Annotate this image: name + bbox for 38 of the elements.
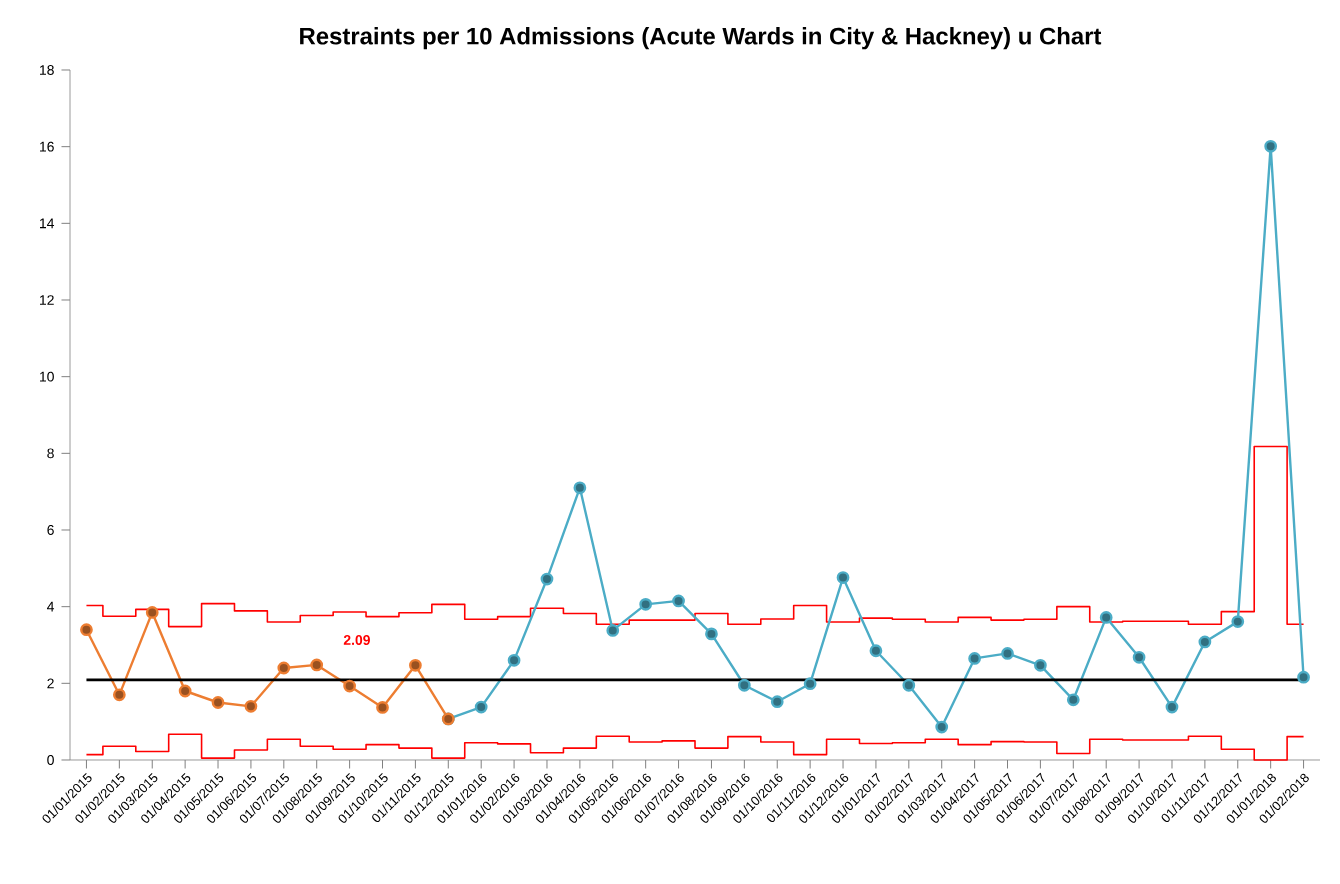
- point: [409, 658, 422, 672]
- point: [770, 695, 784, 709]
- point: [1001, 647, 1014, 660]
- point: [1198, 635, 1212, 649]
- point: [573, 481, 587, 495]
- point: [244, 699, 258, 713]
- point: [639, 597, 653, 611]
- point: [1165, 700, 1179, 714]
- point: [869, 644, 883, 658]
- point: [902, 678, 916, 692]
- point: [80, 623, 93, 637]
- point: [935, 720, 949, 734]
- point: [376, 701, 389, 714]
- point: [1034, 658, 1047, 672]
- chart-title: Restraints per 10 Admissions (Acute Wards in City & Hackney) u Chart: [300, 27, 1102, 50]
- point: [507, 653, 521, 667]
- point: [277, 661, 291, 675]
- point: [540, 572, 554, 586]
- point: [836, 571, 850, 584]
- point: [1132, 650, 1146, 664]
- point: [178, 684, 192, 698]
- point: [1297, 670, 1310, 684]
- point: [112, 688, 126, 702]
- point: [310, 658, 324, 672]
- point: [1264, 139, 1278, 153]
- point: [968, 652, 981, 665]
- point: [803, 677, 817, 691]
- point: [672, 594, 685, 608]
- point: [1099, 611, 1113, 624]
- point: [1066, 693, 1080, 707]
- point: [343, 679, 356, 693]
- point: [705, 627, 718, 641]
- point: [211, 696, 225, 709]
- point: [1231, 615, 1245, 628]
- point: [145, 606, 159, 619]
- point: [474, 700, 488, 714]
- point: [737, 678, 751, 692]
- point: [606, 624, 620, 637]
